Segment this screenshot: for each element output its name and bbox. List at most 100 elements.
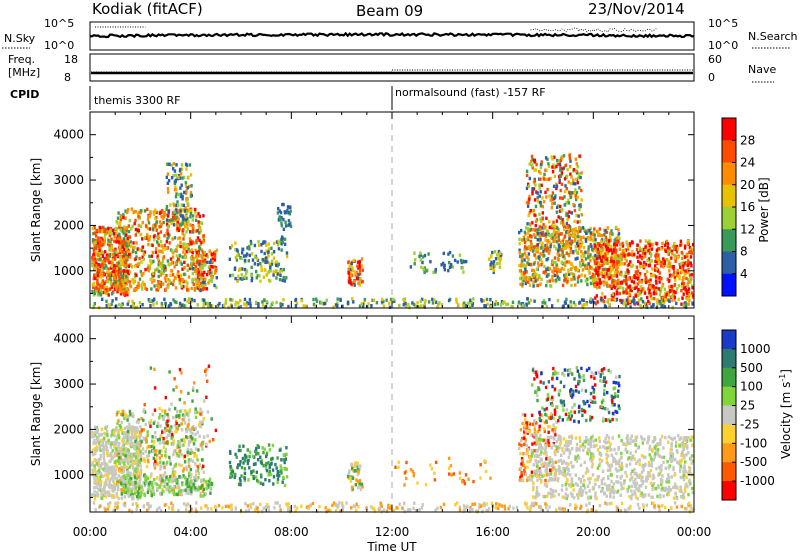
- range-time-cell: [110, 485, 113, 489]
- range-time-cell: [122, 255, 125, 259]
- range-time-cell: [122, 289, 125, 294]
- range-time-cell: [151, 435, 154, 439]
- range-time-cell: [432, 270, 435, 274]
- range-time-cell: [125, 279, 129, 283]
- range-time-cell: [137, 281, 140, 285]
- range-time-cell: [108, 276, 112, 281]
- range-time-cell: [668, 259, 671, 263]
- range-time-cell: [640, 305, 643, 309]
- range-time-cell: [175, 212, 179, 216]
- range-time-cell: [102, 266, 106, 270]
- range-time-cell: [91, 283, 95, 287]
- range-time-cell: [597, 250, 600, 254]
- range-time-cell: [462, 304, 466, 308]
- range-time-cell: [172, 442, 175, 447]
- range-time-cell: [208, 302, 211, 306]
- range-time-cell: [187, 422, 190, 427]
- range-time-cell: [602, 281, 606, 285]
- range-time-cell: [155, 288, 158, 292]
- range-time-cell: [490, 305, 493, 309]
- range-time-cell: [601, 268, 604, 272]
- range-time-cell: [553, 201, 556, 205]
- range-time-cell: [548, 248, 552, 252]
- range-time-cell: [568, 241, 572, 245]
- range-time-cell: [198, 238, 201, 243]
- range-time-cell: [641, 251, 645, 255]
- range-time-cell: [119, 453, 122, 457]
- range-time-cell: [182, 272, 186, 277]
- range-time-cell: [113, 239, 116, 243]
- range-time-cell: [111, 252, 115, 257]
- range-time-cell: [558, 180, 561, 184]
- range-time-cell: [658, 271, 661, 275]
- range-time-cell: [234, 303, 237, 307]
- range-time-cell: [248, 247, 251, 251]
- range-time-cell: [466, 302, 470, 306]
- range-time-cell: [104, 443, 108, 447]
- range-time-cell: [167, 179, 171, 183]
- range-time-cell: [525, 200, 529, 205]
- range-time-cell: [170, 176, 174, 180]
- range-time-cell: [166, 246, 169, 251]
- range-time-cell: [576, 230, 580, 235]
- range-time-cell: [153, 237, 156, 242]
- range-time-cell: [119, 447, 122, 451]
- range-time-cell: [520, 238, 524, 242]
- range-time-cell: [140, 260, 143, 264]
- range-time-cell: [680, 256, 684, 261]
- range-time-cell: [190, 479, 194, 483]
- range-time-cell: [105, 425, 108, 429]
- range-time-cell: [655, 275, 658, 279]
- frequency-frame: [89, 53, 695, 82]
- range-time-cell: [91, 240, 95, 244]
- range-time-cell: [672, 292, 675, 297]
- range-time-cell: [255, 257, 259, 261]
- range-time-cell: [180, 422, 183, 426]
- range-time-cell: [575, 190, 579, 195]
- range-time-cell: [115, 304, 118, 308]
- range-time-cell: [100, 496, 104, 500]
- range-time-cell: [93, 476, 96, 480]
- range-time-cell: [569, 226, 572, 230]
- range-time-cell: [172, 439, 175, 443]
- range-time-cell: [595, 294, 598, 298]
- range-time-cell: [148, 264, 152, 268]
- range-time-cell: [580, 213, 583, 217]
- range-time-cell: [559, 168, 562, 172]
- range-time-cell: [657, 253, 660, 257]
- range-time-cell: [532, 228, 535, 232]
- range-time-cell: [159, 264, 162, 269]
- range-time-cell: [114, 442, 117, 446]
- range-time-cell: [172, 474, 175, 478]
- range-time-cell: [581, 303, 584, 307]
- range-time-cell: [155, 210, 158, 215]
- range-time-cell: [613, 242, 616, 247]
- range-time-cell: [108, 479, 111, 483]
- range-time-cell: [618, 263, 621, 267]
- range-time-cell: [529, 298, 533, 303]
- range-time-cell: [183, 415, 186, 419]
- range-time-cell: [576, 181, 579, 185]
- range-time-cell: [568, 260, 571, 264]
- range-time-cell: [564, 301, 567, 305]
- range-time-cell: [106, 275, 110, 279]
- range-time-cell: [121, 409, 125, 413]
- range-time-cell: [201, 284, 204, 288]
- range-time-cell: [151, 243, 154, 248]
- range-time-cell: [682, 276, 685, 280]
- range-time-cell: [649, 278, 652, 282]
- cpid-segment-2: normalsound (fast) -157 RF: [395, 86, 546, 99]
- range-time-cell: [121, 239, 124, 244]
- range-time-cell: [178, 281, 181, 285]
- range-time-cell: [690, 264, 693, 268]
- range-time-cell: [312, 302, 316, 307]
- range-time-cell: [618, 256, 621, 261]
- range-time-cell: [402, 299, 406, 303]
- range-time-cell: [662, 304, 665, 308]
- range-time-cell: [609, 284, 612, 288]
- range-time-cell: [141, 287, 144, 291]
- range-time-cell: [647, 279, 650, 283]
- range-time-cell: [158, 437, 161, 441]
